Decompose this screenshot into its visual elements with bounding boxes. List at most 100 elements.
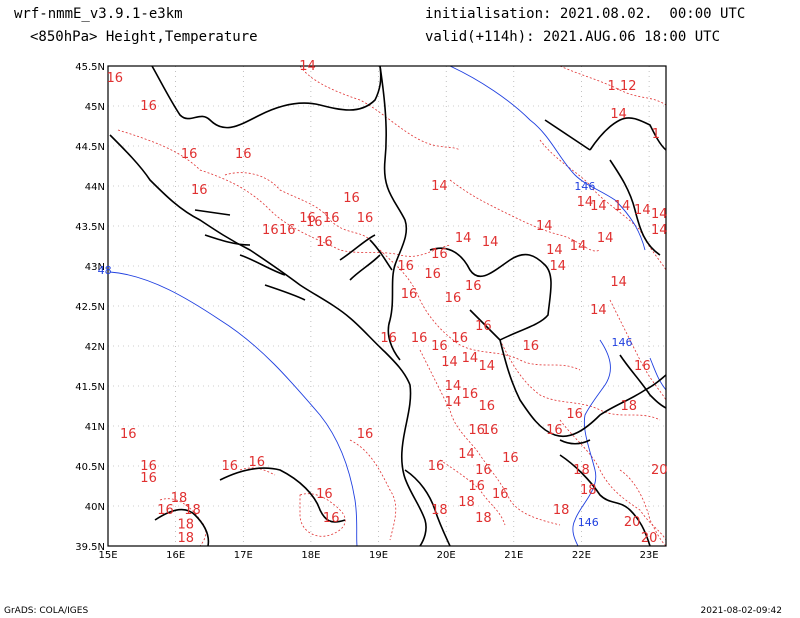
temperature-contour-label: 16 bbox=[475, 463, 492, 478]
lat-tick-label: 43.5N bbox=[75, 222, 105, 233]
temperature-contour-label: 16 bbox=[140, 471, 157, 486]
lat-tick-label: 44.5N bbox=[75, 142, 105, 153]
temperature-contour-label: 16 bbox=[522, 339, 539, 354]
temperature-contour-label: 16 bbox=[343, 191, 360, 206]
lat-tick-label: 39.5N bbox=[75, 542, 105, 553]
temperature-contour-label: 16 bbox=[478, 399, 495, 414]
temperature-contour-label: 16 bbox=[140, 459, 157, 474]
temperature-contour-label: 16 bbox=[191, 183, 208, 198]
temperature-contour-label: 16 bbox=[249, 455, 266, 470]
temperature-contour-label: 16 bbox=[546, 423, 563, 438]
temperature-contour-label: 1.12 bbox=[608, 79, 637, 94]
temperature-contours bbox=[117, 66, 666, 546]
temperature-contour-label: 14 bbox=[478, 359, 495, 374]
temperature-contour-label: 16 bbox=[299, 211, 316, 226]
temperature-contour-label: 16 bbox=[181, 147, 198, 162]
lat-tick-label: 43N bbox=[85, 262, 105, 273]
temperature-contour-label: 16 bbox=[106, 71, 123, 86]
lat-lon-grid bbox=[107, 65, 666, 547]
temperature-contour-label: 16 bbox=[445, 291, 462, 306]
temperature-contour-label: 14 bbox=[651, 223, 668, 238]
generated-timestamp: 2021-08-02-09:42 bbox=[700, 606, 783, 616]
temperature-contour-label: 18 bbox=[621, 399, 638, 414]
temperature-contour-label: 14 bbox=[455, 231, 472, 246]
temperature-contour-label: 16 bbox=[431, 339, 448, 354]
temperature-contour-label: 14 bbox=[577, 195, 594, 210]
temperature-contour-label: 16 bbox=[428, 459, 445, 474]
lon-tick-label: 16E bbox=[166, 550, 185, 561]
temperature-contour-label: 16 bbox=[492, 487, 509, 502]
temperature-contour-label: 18 bbox=[178, 517, 195, 532]
temperature-contour-label: 18 bbox=[171, 491, 188, 506]
temperature-contour-label: 18 bbox=[184, 503, 201, 518]
temperature-contour-label: 16 bbox=[634, 359, 651, 374]
temperature-contour-label: 16 bbox=[401, 287, 418, 302]
temperature-contour-label: 18 bbox=[458, 495, 475, 510]
map-frame bbox=[107, 65, 667, 547]
temperature-contour-label: 16 bbox=[120, 427, 137, 442]
coastlines-borders bbox=[109, 66, 666, 546]
temperature-contour-label: 16 bbox=[262, 223, 279, 238]
temperature-contour-label: 16 bbox=[306, 215, 323, 230]
temperature-contour-label: 16 bbox=[279, 223, 296, 238]
height-contour-label: 146 bbox=[578, 516, 599, 529]
temperature-contour-label: 20 bbox=[641, 531, 658, 546]
temperature-contour-label: 14 bbox=[546, 243, 563, 258]
lon-tick-label: 18E bbox=[301, 550, 320, 561]
temperature-contour-label: 16 bbox=[397, 259, 414, 274]
height-contour-label: 146 bbox=[574, 180, 595, 193]
temperature-contour-label: 14 bbox=[634, 203, 651, 218]
temperature-contour-label: 16 bbox=[316, 487, 333, 502]
temperature-contour-label: 14 bbox=[590, 199, 607, 214]
lat-tick-label: 45N bbox=[85, 102, 105, 113]
axis-ticks: 15E 16E 17E 18E 19E 20E 21E 22E 23E 45.5N 45N 44.5N… bbox=[75, 62, 658, 561]
temperature-contour-label: 16 bbox=[316, 235, 333, 250]
lat-tick-label: 40N bbox=[85, 502, 105, 513]
model-title: wrf-nmmE_v3.9.1-e3km bbox=[14, 6, 183, 22]
lat-tick-label: 41.5N bbox=[75, 382, 105, 393]
temperature-contour-label: 16 bbox=[357, 427, 374, 442]
lon-tick-label: 15E bbox=[98, 550, 117, 561]
temperature-contour-label: 16 bbox=[462, 387, 479, 402]
temperature-contour-label: 16 bbox=[140, 99, 157, 114]
lat-tick-label: 40.5N bbox=[75, 462, 105, 473]
temperature-contour-label: 14 bbox=[597, 231, 614, 246]
lat-tick-label: 41N bbox=[85, 422, 105, 433]
temperature-contour-label: 20 bbox=[624, 515, 641, 530]
credit-text: GrADS: COLA/IGES bbox=[4, 606, 89, 616]
lon-tick-label: 21E bbox=[504, 550, 523, 561]
initialisation-time: initialisation: 2021.08.02. 00:00 UTC bbox=[425, 6, 746, 22]
lon-tick-label: 22E bbox=[572, 550, 591, 561]
temperature-contour-label: 14 bbox=[610, 107, 627, 122]
temperature-contour-label: 14 bbox=[431, 179, 448, 194]
temperature-contour-label: 18 bbox=[553, 503, 570, 518]
temperature-contour-label: 16 bbox=[468, 423, 485, 438]
temperature-contour-label: 18 bbox=[475, 511, 492, 526]
lat-tick-label: 44N bbox=[85, 182, 105, 193]
temperature-contour-label: 16 bbox=[502, 451, 519, 466]
temperature-contour-label: 16 bbox=[424, 267, 441, 282]
temperature-contour-label: 16 bbox=[468, 479, 485, 494]
lon-tick-label: 17E bbox=[234, 550, 253, 561]
height-labels: 146 146 146 48 bbox=[98, 180, 633, 529]
temperature-contour-label: 16 bbox=[323, 211, 340, 226]
temperature-contour-label: 14 bbox=[462, 351, 479, 366]
valid-time: valid(+114h): 2021.AUG.06 18:00 UTC bbox=[425, 29, 721, 45]
lon-tick-label: 20E bbox=[437, 550, 456, 561]
temperature-contour-label: 16 bbox=[380, 331, 397, 346]
temperature-contour-label: 14 bbox=[550, 259, 567, 274]
temperature-contour-label: 14 bbox=[458, 447, 475, 462]
temperature-contour-label: 16 bbox=[566, 407, 583, 422]
lon-tick-label: 23E bbox=[640, 550, 659, 561]
temperature-contour-label: 16 bbox=[451, 331, 468, 346]
temperature-contour-label: 14 bbox=[614, 199, 631, 214]
temperature-contour-label: 14 bbox=[610, 275, 627, 290]
temperature-contour-label: 14 bbox=[651, 207, 668, 222]
temperature-contour-label: 16 bbox=[411, 331, 428, 346]
lat-tick-label: 42.5N bbox=[75, 302, 105, 313]
temperature-contour-label: 14 bbox=[441, 355, 458, 370]
temperature-contour-label: 18 bbox=[573, 463, 590, 478]
temperature-contour-label: 16 bbox=[221, 459, 238, 474]
